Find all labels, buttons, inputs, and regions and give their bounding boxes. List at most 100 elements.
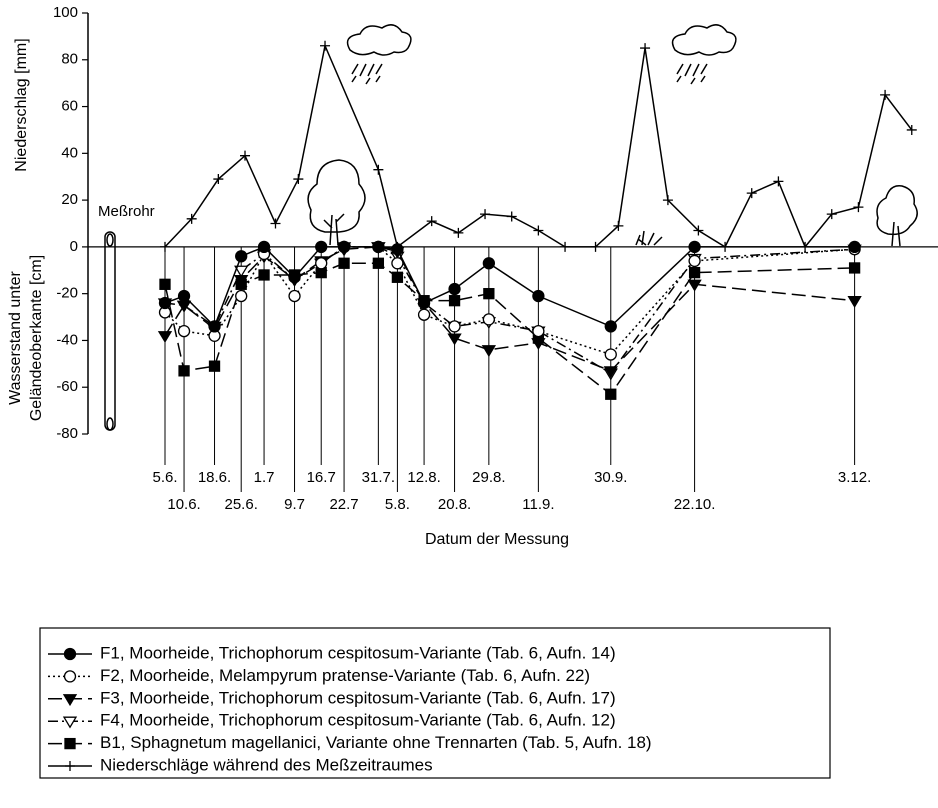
marker [177,324,191,338]
y-tick-label: 60 [61,98,78,115]
marker [288,289,301,303]
y-tick-label: 40 [61,144,78,161]
x-tick-label: 1.7 [254,469,275,486]
marker [157,331,173,344]
x-tick-label: 20.8. [438,496,471,513]
marker [63,647,77,661]
x-axis-label: Datum der Messung [425,531,569,548]
legend-label: F3, Moorheide, Trichophorum cespitosum-V… [100,688,616,707]
marker [482,313,496,326]
marker [158,296,172,310]
marker [688,266,701,279]
y-tick-label: 100 [53,4,78,21]
legend-label: B1, Sphagnetum magellanici, Variante ohn… [100,733,652,752]
cloud-icon [346,24,412,85]
tube-icon [104,231,116,431]
marker [746,188,757,199]
marker [448,282,461,296]
y-tick-label: -40 [56,331,78,348]
marker [480,209,491,220]
marker [240,150,251,161]
x-tick-label: 9.7 [284,496,305,513]
series-line [164,246,855,356]
marker [605,388,617,400]
marker [532,324,545,338]
marker [65,761,75,771]
marker [604,320,617,333]
marker [640,43,651,54]
tree-icon [876,185,918,247]
marker [560,241,571,252]
marker [662,195,673,206]
marker [693,225,704,236]
marker [604,348,617,361]
x-tick-label: 10.6. [167,496,200,513]
legend-label: F1, Moorheide, Trichophorum cespitosum-V… [100,643,616,662]
legend-box [39,627,831,779]
marker [447,333,462,346]
x-tick-label: 5.8. [385,496,410,513]
marker [213,174,224,185]
y-tick-label: 0 [70,238,78,255]
series-line [164,246,855,372]
x-tick-label: 29.8. [472,469,505,486]
marker [603,366,618,379]
marker [320,40,331,51]
y-tick-label: 20 [61,191,78,208]
x-tick-label: 12.8. [407,469,440,486]
x-tick-label: 5.6. [152,469,177,486]
marker [590,241,601,252]
marker [853,202,864,213]
marker [391,271,404,283]
marker [160,241,170,252]
marker [688,254,701,268]
marker [847,296,862,308]
marker [159,278,171,290]
marker [234,265,249,278]
x-tick-label: 18.6. [198,469,231,486]
y-axis-label: Niederschlag [mm] [13,38,30,171]
y-axis-label: Wasserstand unter [7,270,24,404]
x-tick-label: 30.9. [594,469,627,486]
marker [270,218,281,229]
icons [104,24,918,431]
marker [178,365,190,377]
marker [391,243,404,256]
marker [448,320,461,333]
marker [483,288,495,300]
x-tick-label: 11.9. [522,496,554,513]
grass-icon [635,230,663,246]
x-tick-label: 3.12. [838,469,871,486]
marker [373,164,384,175]
marker [208,360,221,372]
marker [315,257,328,270]
marker [234,274,249,287]
marker [506,211,517,222]
marker [62,694,78,707]
marker [426,216,437,227]
marker [64,737,76,750]
marker [293,174,304,185]
marker [688,240,701,254]
marker [257,240,271,254]
marker [63,670,77,683]
marker [533,225,544,236]
y-tick-label: -80 [56,425,78,442]
annotation: Meßrohr [98,203,155,220]
marker [531,338,546,351]
marker [532,289,545,303]
marker [258,269,270,281]
marker [186,213,197,224]
marker [176,300,192,313]
x-tick-label: 25.6. [225,496,258,513]
marker [773,176,784,187]
marker [315,240,328,254]
x-tick-label: 22.7 [329,496,358,513]
marker [417,296,431,310]
marker [848,262,861,274]
cloud-icon [671,24,737,85]
marker [391,257,404,270]
marker [826,209,837,220]
y-tick-label: 80 [61,51,78,68]
